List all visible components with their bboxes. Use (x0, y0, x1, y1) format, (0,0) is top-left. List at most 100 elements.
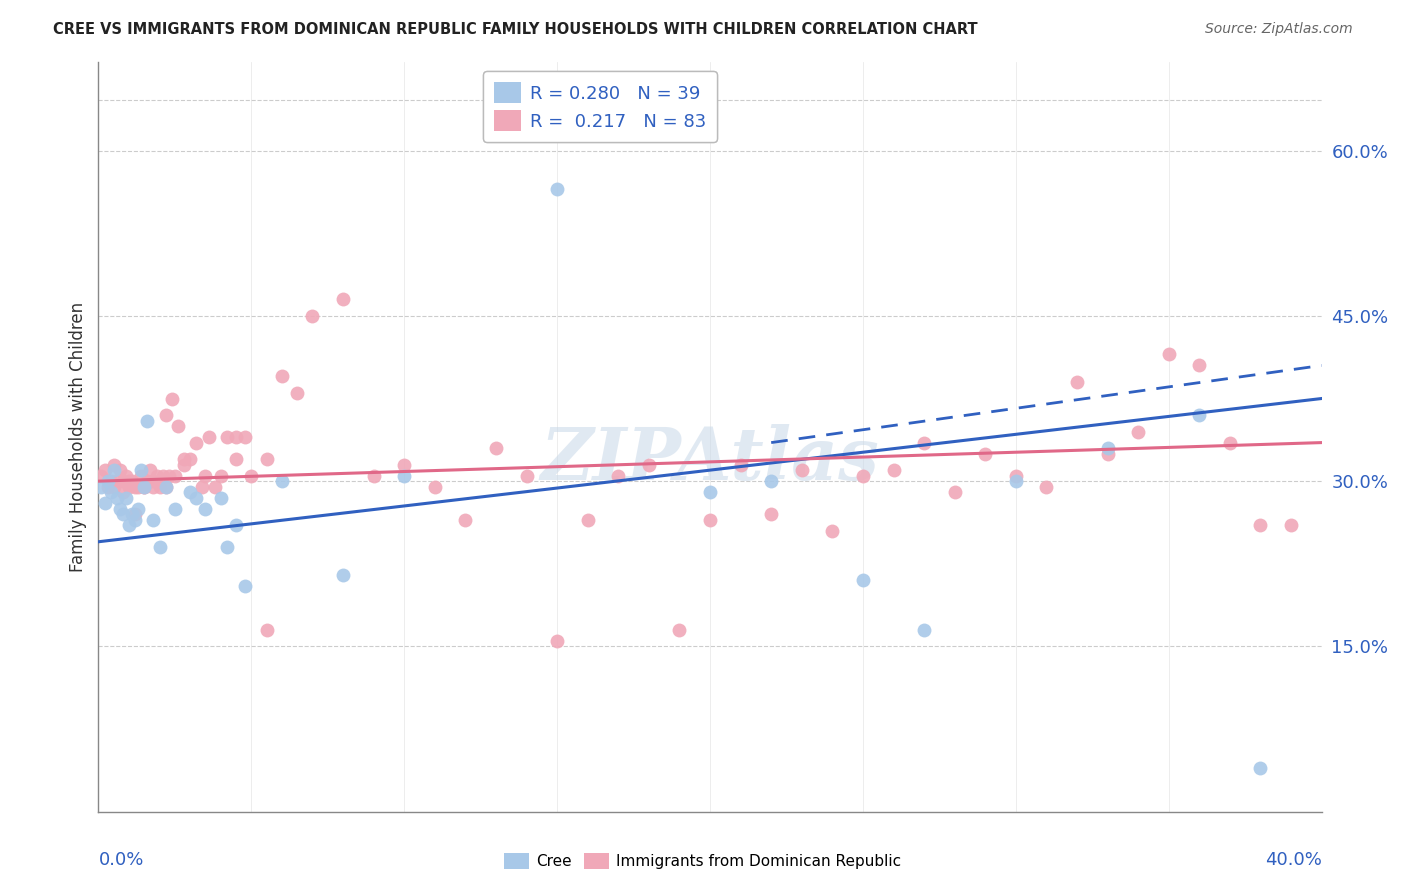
Point (883, 463, 905, 477)
Point (111, 474, 134, 488)
Point (209, 491, 232, 505)
Point (149, 541, 172, 555)
Point (454, 513, 477, 527)
Text: ZIPAtlas: ZIPAtlas (541, 424, 879, 495)
Point (90, 480, 112, 494)
Point (332, 567, 354, 582)
Point (103, 458, 125, 472)
Point (139, 463, 162, 477)
Point (852, 574, 875, 588)
Point (155, 480, 177, 494)
Point (240, 468, 263, 483)
Point (215, 541, 238, 555)
Point (127, 501, 149, 516)
Point (576, 513, 599, 527)
Point (97, 480, 120, 494)
Point (124, 507, 146, 521)
Point (149, 480, 172, 494)
Point (111, 485, 134, 500)
Point (173, 452, 195, 467)
Point (233, 430, 256, 444)
Point (759, 474, 782, 488)
Point (1157, 347, 1180, 361)
Point (256, 452, 278, 467)
Point (136, 413, 159, 427)
Point (191, 480, 214, 494)
Point (157, 468, 180, 483)
Point (1097, 441, 1119, 455)
Point (142, 474, 165, 488)
Point (392, 458, 416, 472)
Point (111, 507, 134, 521)
Point (225, 518, 247, 533)
Point (392, 468, 416, 483)
Point (134, 480, 156, 494)
Point (129, 468, 152, 483)
Point (127, 480, 149, 494)
Point (194, 468, 217, 483)
Point (423, 480, 446, 494)
Point (225, 452, 247, 467)
Point (204, 480, 226, 494)
Point (145, 468, 167, 483)
Point (103, 480, 125, 494)
Point (142, 480, 165, 494)
Point (179, 452, 201, 467)
Point (93, 463, 115, 477)
Point (270, 474, 292, 488)
Point (152, 468, 174, 483)
Point (332, 293, 354, 307)
Text: 0.0%: 0.0% (98, 851, 143, 869)
Point (974, 447, 997, 461)
Point (121, 507, 143, 521)
Point (233, 579, 256, 593)
Point (668, 623, 690, 637)
Point (546, 634, 568, 648)
Point (637, 458, 661, 472)
Point (115, 491, 138, 505)
Point (155, 480, 177, 494)
Point (1188, 359, 1211, 373)
Point (118, 474, 141, 488)
Point (121, 474, 143, 488)
Y-axis label: Family Households with Children: Family Households with Children (69, 302, 87, 572)
Text: 40.0%: 40.0% (1265, 851, 1322, 869)
Point (186, 491, 208, 505)
Point (163, 501, 186, 516)
Point (118, 518, 141, 533)
Text: Source: ZipAtlas.com: Source: ZipAtlas.com (1205, 22, 1353, 37)
Point (1097, 447, 1119, 461)
Point (821, 524, 844, 538)
Point (256, 623, 278, 637)
Point (108, 463, 131, 477)
Point (516, 468, 538, 483)
Point (167, 419, 190, 434)
Point (301, 309, 323, 323)
Point (173, 458, 195, 472)
Point (215, 430, 238, 444)
Point (1004, 468, 1026, 483)
Point (163, 468, 186, 483)
Point (124, 513, 146, 527)
Point (912, 435, 935, 450)
Point (1004, 474, 1026, 488)
Point (197, 430, 219, 444)
Point (90, 468, 112, 483)
Point (100, 485, 122, 500)
Point (209, 468, 232, 483)
Point (105, 491, 128, 505)
Point (129, 463, 152, 477)
Point (285, 386, 308, 401)
Point (699, 513, 721, 527)
Point (103, 463, 125, 477)
Point (485, 441, 508, 455)
Point (134, 480, 156, 494)
Point (194, 501, 217, 516)
Point (179, 485, 201, 500)
Point (363, 468, 385, 483)
Point (699, 485, 721, 500)
Point (134, 480, 156, 494)
Legend: R = 0.280   N = 39, R =  0.217   N = 83: R = 0.280 N = 39, R = 0.217 N = 83 (482, 71, 717, 142)
Point (730, 458, 752, 472)
Point (93, 496, 115, 510)
